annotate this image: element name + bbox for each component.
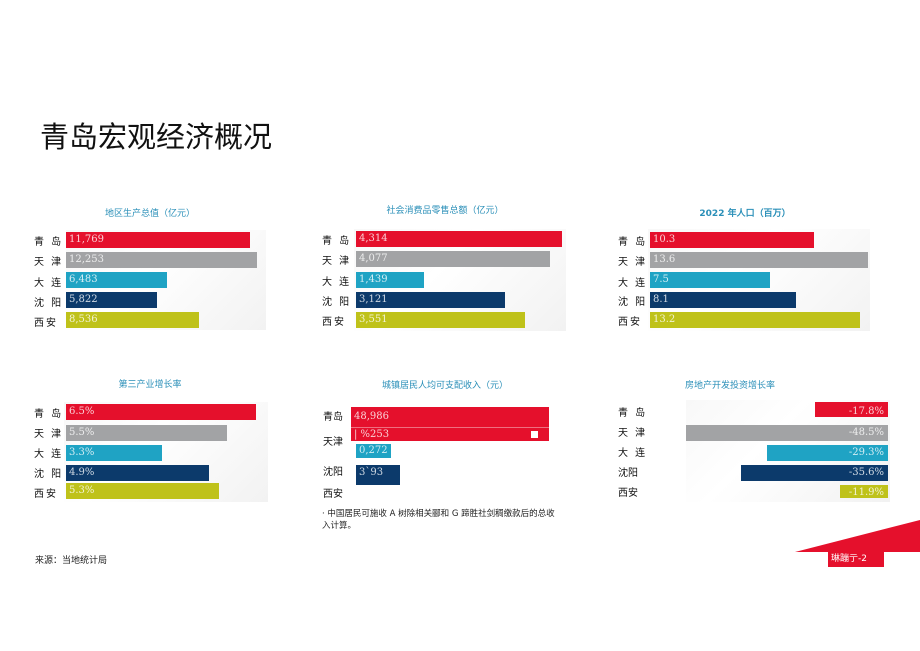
city-label: 大 连 bbox=[34, 449, 64, 460]
bar-xian: 5.3% bbox=[66, 483, 219, 499]
bar-qingdao: 4,314 bbox=[356, 231, 562, 247]
chart-tertiary-growth: 第三产业增长率 青 岛 天 津 大 连 沈 阳 西安 6.5% 5.5% 3.3… bbox=[30, 370, 270, 505]
city-label: 大 连 bbox=[322, 277, 352, 288]
bar-qingdao: 11,769 bbox=[66, 232, 250, 248]
bar-shenyang: 4.9% bbox=[66, 465, 209, 481]
city-label: 沈 阳 bbox=[34, 298, 64, 309]
city-label: 青 岛 bbox=[34, 237, 64, 248]
chart-title: 社会消费品零售总额（亿元） bbox=[386, 206, 504, 216]
bar-shenyang: 3`93 bbox=[356, 465, 400, 485]
chart-title: 2022 年人口（百万） bbox=[699, 209, 791, 219]
bar-qingdao: 6.5% bbox=[66, 404, 256, 420]
chart-title: 房地产开发投资增长率 bbox=[684, 381, 775, 391]
city-label: 西安 bbox=[323, 489, 343, 500]
bar-dalian: -29.3% bbox=[767, 445, 888, 461]
footnote: · 中国居民可施收 A 树除相关郦和 G 蹄胜社剑稠缴款后的总收入计算。 bbox=[322, 509, 555, 531]
city-label: 天 津 bbox=[618, 257, 648, 268]
bar-xian: 3,551 bbox=[356, 312, 525, 328]
bar-dalian: 6,483 bbox=[66, 272, 167, 288]
bar-dalian: 1,439 bbox=[356, 272, 424, 288]
city-label: 沈阳 bbox=[323, 467, 343, 478]
bar-tianjin: | %253 bbox=[351, 427, 549, 441]
bar-shenyang: 8.1 bbox=[650, 292, 796, 308]
bar-tianjin: 12,253 bbox=[66, 252, 257, 268]
city-label: 沈 阳 bbox=[618, 297, 648, 308]
city-label: 天 津 bbox=[618, 428, 648, 439]
city-label: 青岛 bbox=[323, 412, 343, 423]
chart-title: 第三产业增长率 bbox=[118, 380, 182, 390]
page-title: 青岛宏观经济概况 bbox=[40, 120, 273, 154]
city-label: 西安 bbox=[34, 318, 58, 329]
city-label: 西安 bbox=[322, 317, 346, 328]
bar-xian: 8,536 bbox=[66, 312, 199, 328]
source-note: 来源：当地统计局 bbox=[35, 556, 108, 566]
bar-shenyang: 5,822 bbox=[66, 292, 157, 308]
corner-decoration bbox=[795, 520, 920, 552]
city-label: 青 岛 bbox=[618, 237, 648, 248]
city-label: 青 岛 bbox=[34, 409, 64, 420]
page-number-badge: 琳蹦亍-2 bbox=[828, 552, 884, 567]
city-label: 沈 阳 bbox=[322, 297, 352, 308]
bar-tianjin: 13.6 bbox=[650, 252, 868, 268]
bar-qingdao: 48,986 bbox=[351, 407, 549, 427]
city-label: 沈阳 bbox=[618, 468, 638, 479]
chart-title: 地区生产总值（亿元） bbox=[104, 209, 195, 219]
city-label: 沈 阳 bbox=[34, 469, 64, 480]
bar-dalian: 7.5 bbox=[650, 272, 770, 288]
chart-gdp: 地区生产总值（亿元） 青 岛 天 津 大 连 沈 阳 西安 11,769 12,… bbox=[30, 200, 270, 335]
bar-dalian: 0,272 bbox=[356, 444, 391, 458]
bar-shenyang: -35.6% bbox=[741, 465, 888, 481]
city-label: 西安 bbox=[618, 317, 642, 328]
city-label: 西安 bbox=[34, 489, 58, 500]
bar-tianjin: 4,077 bbox=[356, 251, 550, 267]
bar-xian: -11.9% bbox=[840, 485, 888, 498]
city-label: 天 津 bbox=[34, 257, 64, 268]
city-label: 大 连 bbox=[618, 448, 648, 459]
chart-title: 城镇居民人均可支配收入（元） bbox=[381, 381, 508, 391]
marker-square bbox=[531, 431, 538, 438]
chart-population: 2022 年人口（百万） 青 岛 天 津 大 连 沈 阳 西安 10.3 13.… bbox=[610, 195, 880, 335]
city-label: 天 津 bbox=[322, 256, 352, 267]
bar-qingdao: -17.8% bbox=[815, 402, 888, 417]
bar-qingdao: 10.3 bbox=[650, 232, 814, 248]
city-label: 天 津 bbox=[34, 429, 64, 440]
chart-disposable-income: 城镇居民人均可支配收入（元） 青岛 天津 沈阳 西安 48,986 | %253… bbox=[320, 370, 570, 505]
city-label: 青 岛 bbox=[322, 236, 352, 247]
city-label: 天津 bbox=[323, 437, 343, 448]
chart-retail-sales: 社会消费品零售总额（亿元） 青 岛 天 津 大 连 沈 阳 西安 4,314 4… bbox=[320, 195, 570, 335]
bar-xian: 13.2 bbox=[650, 312, 860, 328]
chart-real-estate-growth: 房地产开发投资增长率 青 岛 天 津 大 连 沈阳 西安 -17.8% -48.… bbox=[610, 370, 890, 505]
bar-shenyang: 3,121 bbox=[356, 292, 505, 308]
bar-tianjin: 5.5% bbox=[66, 425, 227, 441]
city-label: 西安 bbox=[618, 488, 638, 499]
city-label: 大 连 bbox=[34, 278, 64, 289]
bar-tianjin: -48.5% bbox=[686, 425, 888, 441]
city-label: 青 岛 bbox=[618, 408, 648, 419]
bar-dalian: 3.3% bbox=[66, 445, 162, 461]
city-label: 大 连 bbox=[618, 278, 648, 289]
